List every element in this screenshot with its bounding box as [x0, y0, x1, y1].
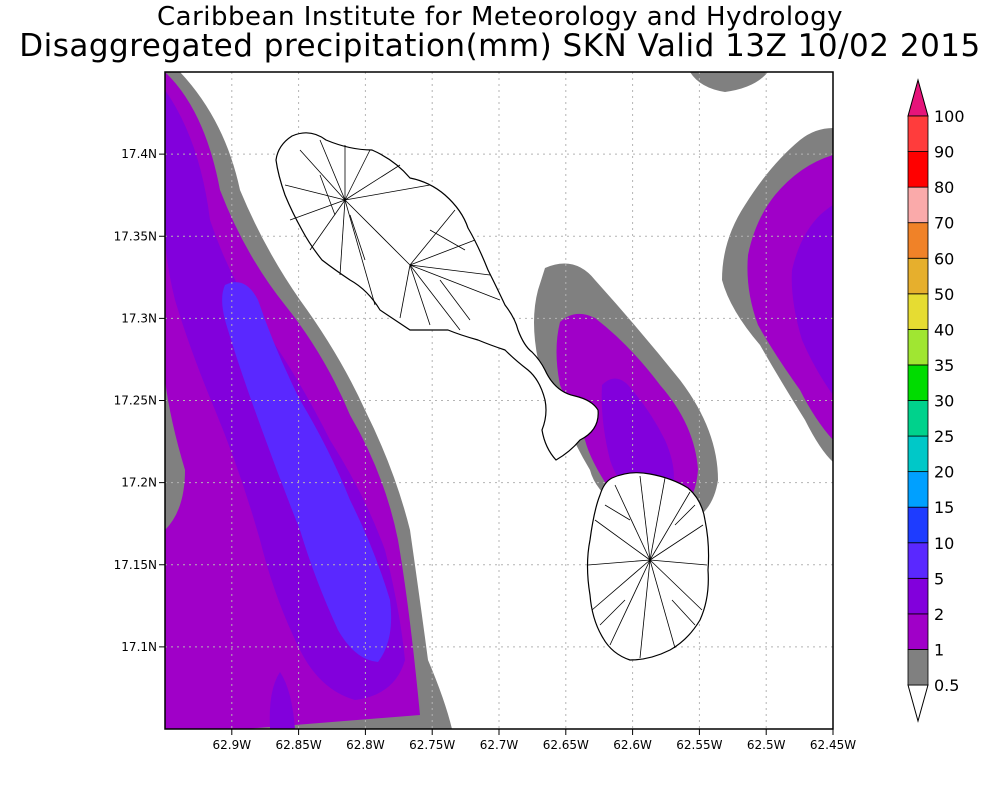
colorbar-label: 40: [934, 320, 954, 339]
shade-mid-purple: [601, 378, 674, 502]
colorbar-label: 20: [934, 463, 954, 482]
colorbar-segment: [907, 257, 929, 295]
x-tick-label: 62.65W: [543, 738, 589, 752]
colorbar-segment: [907, 186, 929, 224]
colorbar-label: 100: [934, 107, 965, 126]
shade-left-blue: [222, 282, 392, 662]
island-st-kitts: [275, 132, 599, 461]
colorbar-label: 60: [934, 249, 954, 268]
island-nevis: [586, 472, 710, 661]
chart-title: Caribbean Institute for Meteorology and …: [157, 2, 843, 32]
colorbar-label: 50: [934, 285, 954, 304]
x-tick-label: 62.55W: [676, 738, 722, 752]
x-tick-label: 62.45W: [810, 738, 856, 752]
colorbar-label: 0.5: [934, 676, 959, 695]
y-tick-label: 17.15N: [114, 558, 157, 572]
y-tick-label: 17.2N: [121, 476, 157, 490]
colorbar-segment: [907, 613, 929, 650]
x-tick-label: 62.5W: [747, 738, 786, 752]
colorbar-segment: [907, 542, 929, 579]
shade-bottom-purple: [269, 672, 295, 729]
x-tick-label: 62.7W: [480, 738, 519, 752]
colorbar-label: 2: [934, 605, 944, 624]
colorbar-bottom-arrow: [907, 684, 929, 723]
colorbar-segment: [907, 400, 929, 437]
x-tick-label: 62.8W: [346, 738, 385, 752]
y-tick-label: 17.3N: [121, 311, 157, 325]
colorbar-top-arrow: [907, 78, 929, 117]
y-tick-label: 17.35N: [114, 229, 157, 243]
colorbar-label: 10: [934, 534, 954, 553]
x-axis: 62.9W 62.85W 62.8W 62.75W 62.7W 62.65W 62.6W 62…: [213, 729, 856, 752]
colorbar-label: 15: [934, 498, 954, 517]
x-tick-label: 62.75W: [409, 738, 455, 752]
colorbar-segment: [907, 293, 929, 330]
y-axis: 17.4N 17.35N 17.3N 17.25N 17.2N 17.15N 17.1N: [114, 147, 165, 654]
colorbar-segment: [907, 222, 929, 259]
x-tick-label: 62.85W: [275, 738, 321, 752]
colorbar-label: 30: [934, 392, 954, 411]
shade-right-top-gray: [690, 72, 768, 92]
precipitation-shading: [165, 72, 833, 729]
colorbar-segment: [907, 115, 929, 152]
colorbar-label: 1: [934, 640, 944, 659]
colorbar-segment: [907, 328, 929, 366]
colorbar-label: 90: [934, 143, 954, 162]
y-tick-label: 17.4N: [121, 147, 157, 161]
colorbar-segment: [907, 151, 929, 188]
x-tick-label: 62.9W: [213, 738, 252, 752]
colorbar-segment: [907, 649, 929, 686]
y-tick-label: 17.25N: [114, 394, 157, 408]
colorbar-segment: [907, 577, 929, 615]
colorbar-label: 35: [934, 356, 954, 375]
colorbar-segment: [907, 435, 929, 473]
colorbar-label: 70: [934, 214, 954, 233]
y-tick-label: 17.1N: [121, 640, 157, 654]
colorbar-label: 25: [934, 427, 954, 446]
colorbar-label: 80: [934, 178, 954, 197]
colorbar-segment: [907, 506, 929, 544]
shade-right-purple: [791, 205, 833, 395]
chart-subtitle: Disaggregated precipitation(mm) SKN Vali…: [19, 28, 981, 64]
x-tick-label: 62.6W: [613, 738, 652, 752]
colorbar-segment: [907, 471, 929, 508]
colorbar-segment: [907, 364, 929, 401]
colorbar-label: 5: [934, 569, 944, 588]
